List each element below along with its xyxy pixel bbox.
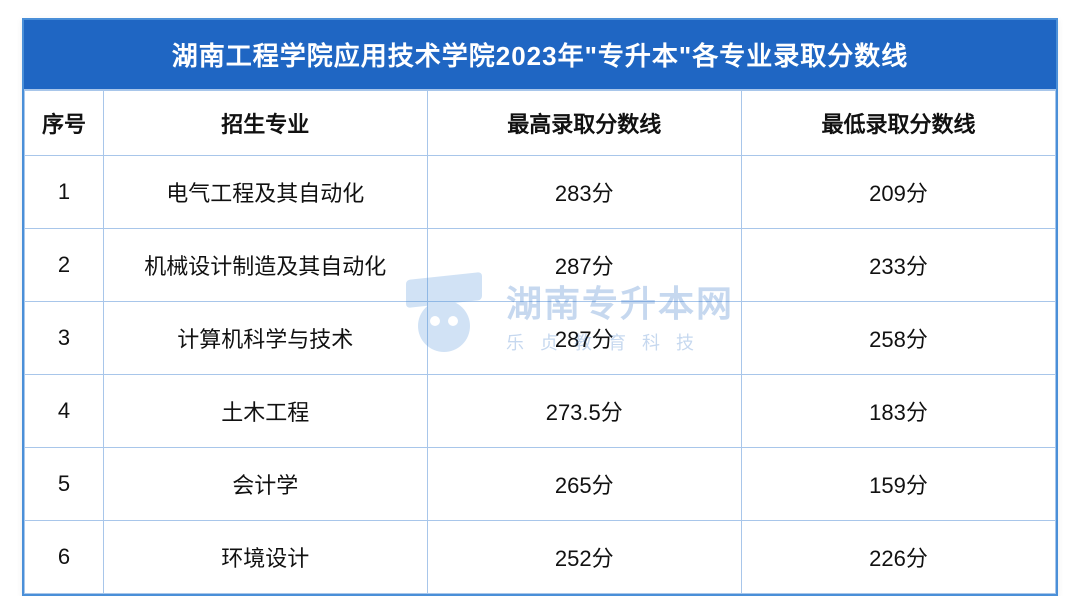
cell-idx: 2 — [25, 229, 104, 302]
table-row: 4土木工程273.5分183分 — [25, 375, 1056, 448]
table-row: 3计算机科学与技术287分258分 — [25, 302, 1056, 375]
cell-idx: 5 — [25, 448, 104, 521]
data-table: 序号 招生专业 最高录取分数线 最低录取分数线 1电气工程及其自动化283分20… — [24, 90, 1056, 594]
cell-min: 226分 — [741, 521, 1055, 594]
cell-major: 环境设计 — [104, 521, 427, 594]
table-row: 2机械设计制造及其自动化287分233分 — [25, 229, 1056, 302]
cell-max: 265分 — [427, 448, 741, 521]
cell-idx: 1 — [25, 156, 104, 229]
col-max-score: 最高录取分数线 — [427, 91, 741, 156]
table-row: 1电气工程及其自动化283分209分 — [25, 156, 1056, 229]
cell-major: 机械设计制造及其自动化 — [104, 229, 427, 302]
col-major: 招生专业 — [104, 91, 427, 156]
col-index: 序号 — [25, 91, 104, 156]
cell-max: 252分 — [427, 521, 741, 594]
cell-min: 183分 — [741, 375, 1055, 448]
cell-max: 273.5分 — [427, 375, 741, 448]
cell-max: 287分 — [427, 302, 741, 375]
cell-idx: 4 — [25, 375, 104, 448]
cell-major: 电气工程及其自动化 — [104, 156, 427, 229]
header-row: 序号 招生专业 最高录取分数线 最低录取分数线 — [25, 91, 1056, 156]
table-row: 6环境设计252分226分 — [25, 521, 1056, 594]
cell-idx: 3 — [25, 302, 104, 375]
cell-min: 159分 — [741, 448, 1055, 521]
cell-min: 233分 — [741, 229, 1055, 302]
table-row: 5会计学265分159分 — [25, 448, 1056, 521]
cell-min: 209分 — [741, 156, 1055, 229]
score-table: 湖南工程学院应用技术学院2023年"专升本"各专业录取分数线 序号 招生专业 最… — [22, 18, 1058, 596]
cell-min: 258分 — [741, 302, 1055, 375]
cell-idx: 6 — [25, 521, 104, 594]
cell-max: 283分 — [427, 156, 741, 229]
cell-major: 土木工程 — [104, 375, 427, 448]
cell-major: 会计学 — [104, 448, 427, 521]
cell-max: 287分 — [427, 229, 741, 302]
cell-major: 计算机科学与技术 — [104, 302, 427, 375]
col-min-score: 最低录取分数线 — [741, 91, 1055, 156]
table-title: 湖南工程学院应用技术学院2023年"专升本"各专业录取分数线 — [24, 20, 1056, 90]
